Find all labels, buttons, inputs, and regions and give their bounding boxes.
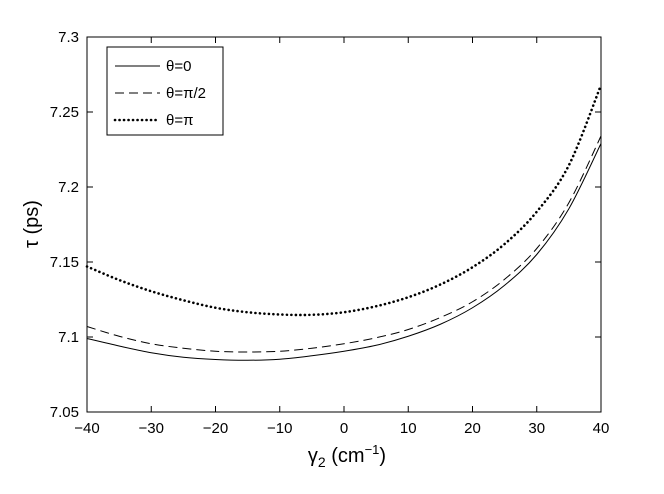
legend-label-theta-pi: θ=π [166,112,193,129]
y-tick-label: 7.25 [50,104,79,121]
y-tick-label: 7.15 [50,254,79,271]
x-axis-label: γ2 (cm−1) [308,442,386,470]
legend-label-theta-0: θ=0 [166,58,191,75]
series-line-theta-pi [85,83,603,317]
y-tick-label: 7.05 [50,404,79,421]
series-line-theta-0 [86,143,602,361]
y-tick-label: 7.1 [58,329,79,346]
x-tick-label: −10 [267,420,292,437]
x-tick-label: 10 [400,420,417,437]
axis-ticks: −40 −30 −20 −10 0 10 20 30 40 7.05 7.1 7.15 7.2 7.25 7… [50,29,610,437]
legend: θ=0 θ=π/2 θ=π [106,46,224,136]
x-tick-label: 30 [528,420,545,437]
x-tick-label: 0 [340,420,348,437]
legend-box [106,46,224,136]
x-tick-label: −30 [139,420,164,437]
legend-label-theta-pi-2: θ=π/2 [166,85,206,102]
series-line-theta-pi-2 [86,135,602,353]
y-axis-label: τ (ps) [21,200,43,248]
y-tick-label: 7.3 [58,29,79,46]
x-tick-label: 40 [593,420,610,437]
y-tick-label: 7.2 [58,179,79,196]
x-tick-label: −40 [74,420,99,437]
series-lines [85,83,603,361]
x-tick-label: 20 [464,420,481,437]
x-tick-label: −20 [203,420,228,437]
